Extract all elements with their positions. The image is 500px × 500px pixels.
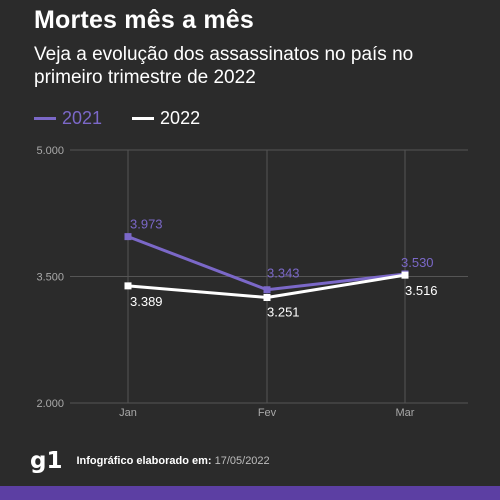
legend-label-2022: 2022 [160,107,201,128]
data-label-2022: 3.251 [267,304,300,319]
data-point-2022 [124,282,132,290]
data-point-2021 [124,233,132,241]
data-label-2021: 3.973 [130,217,163,232]
bottom-accent-bar [0,486,500,500]
footer: g1 Infográfico elaborado em: 17/05/2022 [0,440,500,482]
legend: 2021 2022 [34,106,230,130]
x-tick-label: Mar [396,407,415,419]
y-tick-label: 5.000 [36,145,64,157]
footer-credit: Infográfico elaborado em: 17/05/2022 [76,455,269,467]
data-point-2022 [263,293,271,301]
y-tick-label: 2.000 [36,398,64,410]
chart-subtitle: Veja a evolução dos assassinatos no país… [34,44,414,88]
y-tick-label: 3.500 [36,272,64,284]
x-tick-label: Fev [258,407,277,419]
legend-swatch-2022 [132,116,155,120]
line-chart: 2.000 3.500 5.000 Jan Fev Mar 3.973 3.343 3.530 3… [36,145,468,419]
legend-label-2021: 2021 [62,107,103,128]
chart-title: Mortes mês a mês [34,6,254,34]
footer-credit-label: Infográfico elaborado em: [76,455,212,467]
g1-logo: g1 [30,448,63,474]
legend-item-2021: 2021 [34,108,102,129]
data-point-2022 [401,271,409,279]
data-label-2022: 3.516 [405,283,438,298]
x-tick-label: Jan [119,407,137,419]
legend-swatch-2021 [34,116,56,120]
data-label-2021: 3.343 [267,266,300,281]
data-label-2021: 3.530 [401,255,434,270]
data-label-2022: 3.389 [130,294,163,309]
legend-item-2022: 2022 [132,108,200,129]
footer-credit-date: 17/05/2022 [214,455,270,467]
data-point-2021 [263,286,271,294]
